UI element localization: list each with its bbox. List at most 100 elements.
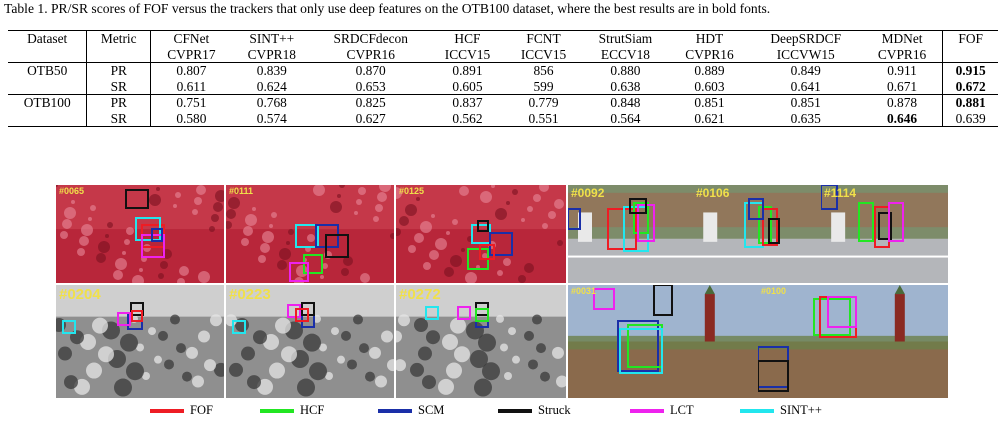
- legend-swatch: [150, 409, 184, 413]
- header-metric: Metric: [86, 30, 152, 47]
- score-cell: 0.635: [749, 110, 862, 127]
- table-caption: Table 1. PR/SR scores of FOF versus the …: [4, 1, 771, 16]
- frame-red: #0065: [56, 185, 224, 283]
- frame-gray: #0272: [396, 285, 566, 398]
- tracker-box: [457, 306, 471, 320]
- frame-number: #0106: [696, 186, 730, 200]
- tracker-box: [289, 262, 309, 282]
- tracker-box: [858, 202, 874, 242]
- score-cell: 0.603: [694, 78, 725, 94]
- score-cell: 0.881: [942, 94, 998, 111]
- dataset-cell: OTB100: [8, 94, 88, 111]
- tracker-box: [748, 198, 764, 220]
- frame-number: #0272: [399, 286, 441, 303]
- header-metric-sub: [86, 46, 152, 63]
- frame-street: #1114: [821, 185, 948, 283]
- header-mdnet: MDNet: [861, 30, 944, 47]
- table-row: OTB100 PR 0.751 0.768 0.825 0.837 0.779 0.848 0.…: [8, 94, 998, 111]
- frame-number: #0031: [571, 286, 597, 296]
- score-cell: 0.641: [790, 78, 821, 94]
- header-deepsrdcf-venue: ICCVW15: [749, 46, 862, 63]
- score-cell: 599: [533, 78, 554, 94]
- header-strutsiam: StrutSiam: [581, 30, 670, 47]
- tracker-box: [287, 304, 301, 318]
- tracker-box: [477, 220, 489, 232]
- metric-cell: SR: [86, 110, 152, 127]
- tracker-box: [629, 198, 647, 214]
- score-cell: 0.671: [861, 78, 944, 95]
- frame-image: [396, 185, 566, 283]
- score-cell: 0.915: [955, 63, 986, 78]
- tracker-box: [325, 234, 349, 258]
- frame-image: [758, 285, 948, 398]
- header-sint: SINT++: [231, 30, 312, 47]
- frame-number: #0100: [761, 286, 787, 296]
- frame-image: [568, 285, 758, 398]
- legend-label: FOF: [190, 403, 213, 417]
- score-cell: 0.611: [176, 78, 207, 94]
- score-cell: 0.768: [231, 94, 312, 111]
- frame-red: #0125: [396, 185, 566, 283]
- tracker-box: [827, 296, 857, 328]
- tracker-box: [593, 288, 615, 310]
- frame-image: [568, 185, 693, 283]
- score-cell: 0.851: [669, 94, 750, 111]
- header-row-2: CVPR17 CVPR18 CVPR16 ICCV15 ICCV15 ECCV1…: [8, 46, 998, 63]
- header-cfnet-venue: CVPR17: [150, 46, 232, 63]
- score-cell: 0.837: [429, 94, 506, 111]
- score-cell: 0.825: [311, 94, 430, 111]
- score-cell: 0.851: [749, 94, 862, 111]
- dataset-cell: [8, 110, 88, 127]
- legend-swatch: [260, 409, 294, 413]
- score-cell: 0.551: [505, 110, 582, 127]
- frame-number: #0092: [571, 186, 605, 200]
- header-srdcfdecon: SRDCFdecon: [311, 30, 430, 47]
- score-cell: 0.580: [150, 110, 232, 127]
- table-row: SR 0.611 0.624 0.653 0.605 599 0.638 0.603 0.641…: [8, 78, 998, 95]
- header-row-1: Dataset Metric CFNet SINT++ SRDCFdecon H…: [8, 30, 998, 47]
- score-cell: 0.878: [861, 94, 944, 111]
- tracker-box: [617, 320, 659, 372]
- frame-number: #0223: [229, 286, 271, 303]
- header-hcf-venue: ICCV15: [429, 46, 506, 63]
- tracker-box: [425, 306, 439, 320]
- score-cell: 0.891: [452, 63, 483, 78]
- frame-image: [56, 285, 224, 398]
- tracker-box: [653, 285, 673, 316]
- score-cell: 0.562: [429, 110, 506, 127]
- score-cell: 0.848: [581, 94, 670, 111]
- tracker-legend: FOF HCF SCM Struck LCT SINT++: [150, 402, 870, 418]
- tracker-box: [479, 244, 495, 260]
- metric-cell: SR: [86, 78, 152, 95]
- dataset-cell: OTB50: [8, 62, 88, 79]
- frame-street: #0092: [568, 185, 693, 283]
- header-sint-venue: CVPR18: [231, 46, 312, 63]
- tracker-box: [62, 320, 76, 334]
- frame-image: [226, 185, 394, 283]
- score-cell: 0.911: [861, 62, 944, 79]
- metric-cell: PR: [86, 62, 152, 79]
- score-cell: 0.564: [581, 110, 670, 127]
- score-cell: 0.624: [256, 78, 287, 94]
- tracker-box: [131, 310, 143, 322]
- score-cell: 0.646: [861, 110, 944, 127]
- frame-number: #0065: [59, 186, 85, 196]
- legend-label: SCM: [418, 403, 445, 417]
- legend-swatch: [630, 409, 664, 413]
- header-fcnt-venue: ICCV15: [505, 46, 582, 63]
- frame-number: #0125: [399, 186, 425, 196]
- legend-swatch: [498, 409, 532, 413]
- header-dataset: Dataset: [8, 30, 88, 47]
- frame-image: [226, 285, 394, 398]
- frame-red: #0111: [226, 185, 394, 283]
- header-srdcfdecon-venue: CVPR16: [311, 46, 430, 63]
- header-hcf: HCF: [429, 30, 506, 47]
- frame-image: [821, 185, 948, 283]
- tracker-box: [295, 224, 319, 248]
- dataset-cell: [8, 78, 88, 95]
- tracker-box: [619, 328, 663, 374]
- tracker-box: [878, 212, 892, 240]
- frame-number: #0204: [59, 286, 101, 303]
- table-row: SR 0.580 0.574 0.627 0.562 0.551 0.564 0.621 0.6…: [8, 110, 998, 127]
- legend-swatch: [378, 409, 412, 413]
